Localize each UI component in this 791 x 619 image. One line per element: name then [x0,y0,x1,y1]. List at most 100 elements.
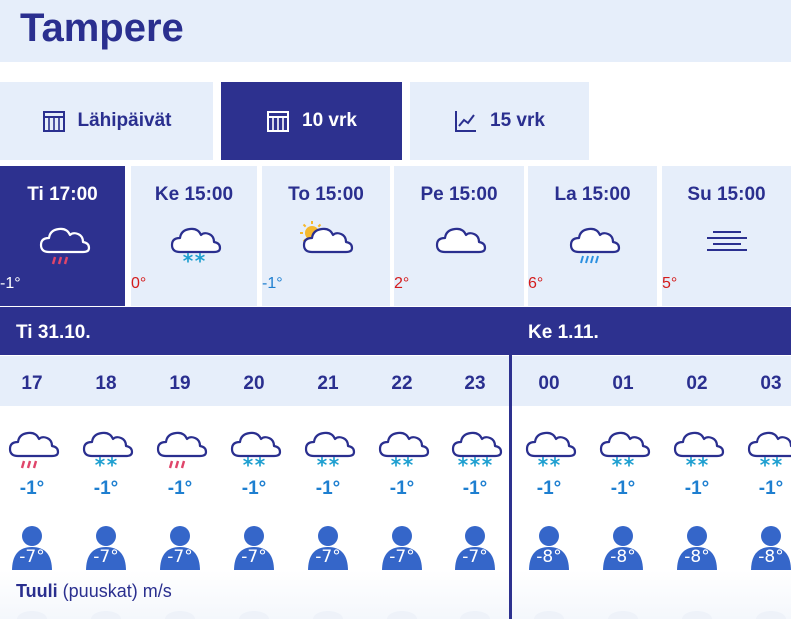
svg-text:*: * [482,453,493,470]
day-label: Pe 15:00 [420,184,498,205]
svg-text:*: * [195,249,206,266]
cloud-icon [431,218,487,266]
wind-indicator [608,611,638,619]
svg-text:*: * [458,453,469,470]
day-temp: 0° [131,275,147,292]
calendar-icon [42,111,65,132]
snow-icon: * * [595,422,651,477]
calendar-icon [267,111,290,132]
hour-label: 23 [464,373,486,394]
header: Tampere [0,0,791,62]
svg-text:*: * [698,453,709,470]
wind-indicator [17,611,47,619]
svg-text:*: * [538,453,549,470]
day-card[interactable]: La 15:00 [528,166,657,306]
day-label: Su 15:00 [687,184,766,205]
wind-indicator [460,611,490,619]
svg-text:*: * [317,453,328,470]
feels-like-icon: -8° [600,525,646,571]
wind-section [0,570,791,619]
feels-like-icon: -7° [452,525,498,571]
feels-like-temp: -7° [241,547,267,567]
snow-icon: * * [300,422,356,477]
tab-lahipaivat[interactable]: Lähipäivät [0,82,213,160]
wind-indicator [756,611,786,619]
tab-label: 15 vrk [490,110,545,131]
day-label: To 15:00 [288,184,364,205]
svg-text:*: * [470,453,481,470]
day-label: Ke 15:00 [154,184,234,205]
wind-unit: (puuskat) m/s [62,581,172,601]
snow-icon: * * [374,422,430,477]
feels-like-temp: -7° [167,547,193,567]
svg-text:*: * [255,453,266,470]
svg-text:*: * [624,453,635,470]
hour-temp: -1° [684,478,710,499]
feels-like-icon: -8° [674,525,720,571]
hour-temp: -1° [93,478,119,499]
feels-like-icon: -7° [231,525,277,571]
sleet-icon [152,422,208,470]
feels-like-icon: -7° [157,525,203,571]
hour-label: 03 [760,373,782,394]
hour-label: 19 [169,373,191,394]
wind-label: Tuuli (puuskat) m/s [16,581,172,602]
day-temp: -1° [262,275,283,292]
day-card[interactable]: Su 15:00 [662,166,791,306]
snow-icon: * * [669,422,725,477]
wind-indicator [239,611,269,619]
svg-text:*: * [391,453,402,470]
hour-label: 21 [317,373,339,394]
feels-like-temp: -8° [684,547,710,567]
feels-like-temp: -8° [610,547,636,567]
tab-15-vrk[interactable]: 15 vrk [410,82,589,160]
svg-text:*: * [612,453,623,470]
day-card[interactable]: Ke 15:00 * * [131,166,257,306]
day-temp: 5° [662,275,678,292]
snow-icon: * * [521,422,577,477]
day-card[interactable]: Ti 17:00 [0,166,125,306]
feels-like-icon: -8° [748,525,791,571]
date-bar-wednesday: Ke 1.11. [512,307,791,355]
day-temp: 2° [394,275,410,292]
hour-temp: -1° [758,478,784,499]
hour-temp: -1° [462,478,488,499]
sleet-icon [4,422,60,470]
day-card[interactable]: Pe 15:00 [394,166,524,306]
day-card[interactable]: To 15:00 [262,166,390,306]
svg-text:*: * [95,453,106,470]
svg-text:*: * [550,453,561,470]
hour-label: 01 [612,373,634,394]
hour-temp: -1° [167,478,193,499]
hour-label: 02 [686,373,708,394]
wind-indicator [534,611,564,619]
feels-like-temp: -7° [462,547,488,567]
hour-temp: -1° [536,478,562,499]
hour-temp: -1° [389,478,415,499]
sleet-icon [35,218,91,266]
snow-icon: * * [743,422,791,477]
partly-sunny-icon [298,218,354,266]
date-bar-tuesday: Ti 31.10. [0,307,509,355]
tab-label: 10 vrk [302,110,357,131]
tab-label: Lähipäivät [77,110,172,131]
feels-like-icon: -8° [526,525,572,571]
svg-text:*: * [243,453,254,470]
feels-like-temp: -7° [315,547,341,567]
day-label: Ti 17:00 [27,184,98,205]
hour-temp: -1° [19,478,45,499]
wind-indicator [91,611,121,619]
svg-text:*: * [329,453,340,470]
hour-temp: -1° [610,478,636,499]
feels-like-temp: -8° [536,547,562,567]
svg-text:*: * [183,249,194,266]
wind-indicator [682,611,712,619]
svg-text:*: * [760,453,771,470]
feels-like-icon: -7° [305,525,351,571]
snow-icon: * * [78,422,134,477]
hour-label: 17 [21,373,43,394]
snow-icon: * * [226,422,282,477]
wind-indicator [387,611,417,619]
tab-10-vrk[interactable]: 10 vrk [221,82,402,160]
hour-label: 00 [538,373,560,394]
